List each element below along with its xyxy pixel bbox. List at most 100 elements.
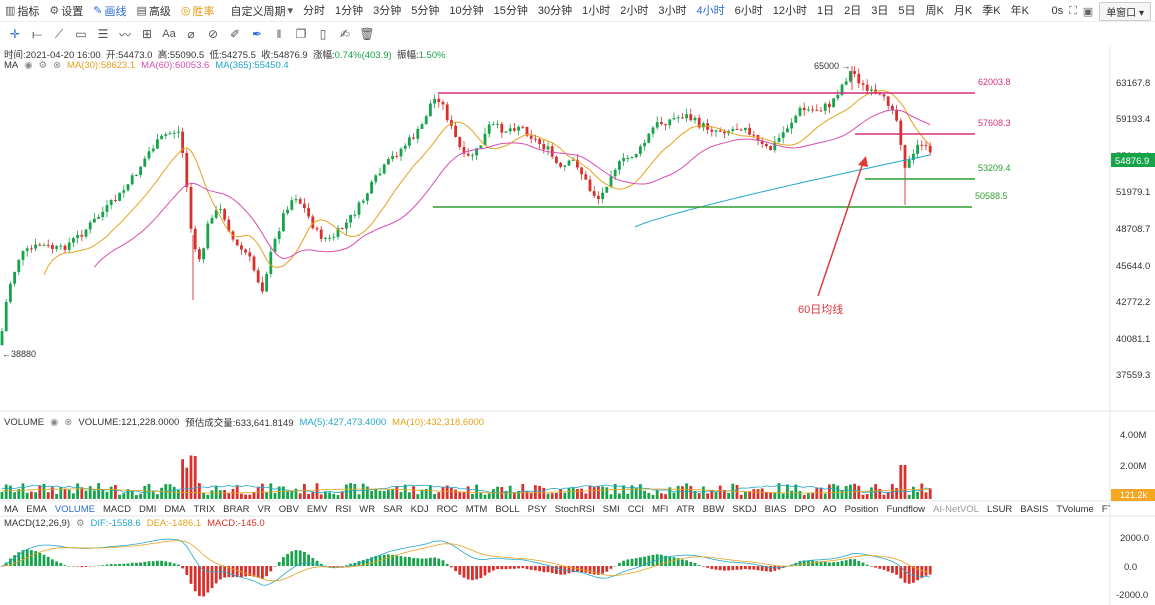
period-tab[interactable]: 30分钟 [537,4,573,17]
advanced-button[interactable]: ▤ 高级 [136,5,171,18]
indicator-tab[interactable]: MA [4,503,19,515]
indicator-tab[interactable]: BIAS [764,503,787,515]
period-tab[interactable]: 1日 [817,4,835,17]
period-tab[interactable]: 4小时 [696,4,725,17]
indicator-tab[interactable]: EMV [306,503,328,515]
period-tab[interactable]: 3分钟 [373,4,402,17]
draw-button[interactable]: ✎ 画线 [93,5,127,18]
settings-button[interactable]: ⚙ 设置 [49,5,84,18]
indicator-tab[interactable]: VR [257,503,271,515]
note-icon[interactable]: ▯ [319,27,327,41]
period-tab[interactable]: 15分钟 [493,4,528,17]
period-tab[interactable]: 1分钟 [335,4,364,17]
macd-bar [328,566,331,567]
candle-body [597,195,600,200]
indicator-tab[interactable]: ATR [676,503,695,515]
period-tab[interactable]: 2小时 [620,4,649,17]
indicator-tab[interactable]: EMA [26,503,47,515]
indicator-tab[interactable]: MTM [465,503,488,515]
indicator-tab[interactable]: TVolume [1056,503,1094,515]
indicator-tab[interactable]: AO [822,503,837,515]
copy-icon[interactable]: ❐ [295,27,307,41]
period-tab[interactable]: 12小时 [772,4,808,17]
period-tab[interactable]: 6小时 [734,4,763,17]
window-mode-dropdown[interactable]: 单窗口 ▾ [1099,1,1151,21]
settings-small-icon[interactable]: ⚙ [38,60,48,71]
indicator-tab[interactable]: AI-NetVOL [933,503,979,515]
volume-bar [647,492,651,499]
wave-icon[interactable]: 〰 [118,27,131,42]
indicator-tab[interactable]: CCI [627,503,645,515]
indicator-tab[interactable]: KDJ [410,503,429,515]
snapshot-icon[interactable]: ▣ [1082,5,1094,18]
period-tab[interactable]: 2日 [844,4,862,17]
settings-small-icon[interactable]: ⚙ [76,518,85,529]
trash-icon[interactable]: 🗑 [359,27,375,41]
custom-period-dropdown[interactable]: 自定义周期 ▾ [230,5,294,18]
indicator-tab[interactable]: DMA [164,503,186,515]
indicator-tab[interactable]: StochRSI [554,503,595,515]
text-icon[interactable]: Aa [162,28,176,40]
indicator-tab[interactable]: OBV [278,503,299,515]
indicator-tab[interactable]: SKDJ [732,503,757,515]
trend-line-icon[interactable]: ⟋ [54,26,64,41]
eraser-icon[interactable]: ⌀ [187,27,195,41]
rectangle-icon[interactable]: ▭ [75,27,87,41]
parallel-lines-icon[interactable]: ☰ [97,27,109,41]
indicator-tab[interactable]: DMI [138,503,157,515]
eye-icon[interactable]: ◉ [24,60,33,71]
indicators-button[interactable]: ▥ 指标 [5,5,40,18]
indicator-tab[interactable]: FTBS [1101,503,1110,515]
indicator-tab[interactable]: DPO [794,503,815,515]
period-tab[interactable]: 1小时 [582,4,611,17]
volume-bar [571,487,575,499]
indicator-tab[interactable]: SAR [383,503,403,515]
indicator-tab[interactable]: MACD [102,503,131,515]
indicator-tab[interactable]: Fundflow [886,503,926,515]
indicator-tab[interactable]: Position [844,503,879,515]
period-tab[interactable]: 5分钟 [411,4,440,17]
indicator-tab[interactable]: WR [359,503,376,515]
eye-icon[interactable]: ◉ [50,416,59,428]
indicator-tab[interactable]: LSUR [986,503,1013,515]
period-tab[interactable]: 3小时 [658,4,687,17]
indicator-tab[interactable]: BRAR [223,503,250,515]
indicator-tab[interactable]: RSI [335,503,352,515]
candles-icon[interactable]: ǁ [276,27,282,41]
fullscreen-icon[interactable]: ⛶ [1069,4,1077,17]
period-tab[interactable]: 月K [953,4,973,17]
candle-body [475,148,478,156]
indicator-tab[interactable]: TRIX [193,503,216,515]
indicator-tab[interactable]: PSY [527,503,547,515]
period-tab[interactable]: 10分钟 [449,4,484,17]
macd-bar [294,550,298,566]
period-tab[interactable]: 周K [925,4,944,17]
indicator-tab[interactable]: MFI [652,503,669,515]
period-tab[interactable]: 季K [982,4,1001,17]
indicator-tab[interactable]: BOLL [495,503,520,515]
period-tab[interactable]: 年K [1010,4,1029,17]
macd-bar [227,566,231,578]
candle-body [660,122,663,125]
measure-icon[interactable]: ⊞ [141,27,153,41]
indicator-tab[interactable]: BBW [702,503,725,515]
winrate-button[interactable]: ◎ 胜率 [180,5,215,18]
crosshair-icon[interactable]: ✛ [9,27,21,41]
volume-bar [903,465,907,499]
close-icon[interactable]: ⊗ [64,416,73,428]
macd-bar [815,561,819,566]
horizontal-line-icon[interactable]: ⟝ [32,26,42,41]
period-tab[interactable]: 5日 [898,4,916,17]
indicator-tab[interactable]: SMI [602,503,620,515]
edit-icon[interactable]: ✍ [339,27,351,41]
brush-icon[interactable]: ✐ [229,27,241,41]
pen-icon[interactable]: ✒ [251,27,263,41]
indicator-tab[interactable]: VOLUME [54,503,95,515]
magnet-icon[interactable]: ⊘ [207,27,219,41]
indicator-tab[interactable]: ROC [436,503,458,515]
indicator-tab[interactable]: BASIS [1020,503,1049,515]
close-icon[interactable]: ⊗ [53,60,62,71]
period-tab[interactable]: 分时 [303,4,326,17]
period-tab[interactable]: 3日 [871,4,889,17]
